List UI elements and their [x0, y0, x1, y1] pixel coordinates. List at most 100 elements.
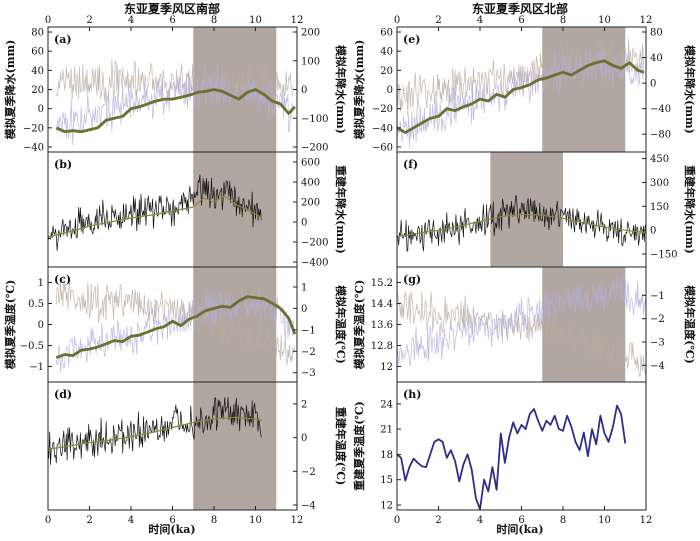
tick-label-left-a-4: 40 [31, 66, 44, 77]
panel-label-c: (c) [54, 273, 71, 286]
tick-label-right-e-3: 40 [650, 53, 663, 64]
x-tick-label-top-0-3: 6 [169, 15, 175, 26]
tick-label-right-g-1: −3 [650, 338, 665, 349]
x-tick-label-bottom-0-0: 0 [45, 515, 51, 526]
series-a-0 [55, 58, 294, 105]
x-tick-label-bottom-0-2: 4 [128, 515, 134, 526]
tick-label-right-a-0: −200 [301, 143, 328, 154]
tick-label-left-h-2: 18 [380, 450, 393, 461]
series-a-1 [55, 64, 294, 146]
x-tick-label-top-1-2: 4 [477, 15, 483, 26]
series-b-0 [47, 174, 262, 252]
series-c-2 [55, 295, 297, 360]
tick-label-right-c-0: −3 [301, 368, 316, 379]
x-tick-label-top-0-4: 8 [211, 15, 217, 26]
y-axis-label-right-d: 重建年温度(℃) [334, 407, 348, 486]
tick-label-left-c-0: −1 [29, 362, 44, 373]
y-axis-label-right-b: 重建年降水(mm) [334, 165, 348, 254]
tick-label-left-h-3: 21 [380, 425, 393, 436]
tick-label-right-a-1: −100 [301, 114, 328, 125]
x-tick-label-bottom-1-5: 10 [598, 515, 611, 526]
tick-label-right-c-1: −2 [301, 347, 316, 358]
tick-label-right-e-0: −80 [650, 130, 671, 141]
x-tick-label-bottom-1-4: 8 [560, 515, 566, 526]
series-f-1 [396, 213, 647, 238]
y-axis-label-right-c: 模拟年温度(℃) [334, 285, 348, 364]
shaded-interval-g [542, 267, 626, 382]
x-tick-label-bottom-1-1: 2 [435, 515, 441, 526]
tick-label-right-f-3: 300 [650, 178, 669, 189]
tick-label-right-e-1: −40 [650, 104, 671, 115]
tick-label-right-e-2: 0 [650, 79, 656, 90]
x-tick-label-bottom-0-6: 12 [291, 515, 304, 526]
x-tick-label-top-1-6: 12 [640, 15, 653, 26]
tick-label-right-b-4: 400 [301, 178, 320, 189]
x-tick-label-bottom-1-0: 0 [394, 515, 400, 526]
x-tick-label-bottom-1-2: 4 [477, 515, 483, 526]
tick-label-right-d-3: 2 [301, 399, 307, 410]
series-b-1 [47, 195, 263, 238]
tick-label-left-e-6: 60 [380, 28, 393, 39]
tick-label-right-b-5: 600 [301, 158, 320, 169]
y-axis-label-left-g: 模拟夏季温度(℃) [352, 280, 366, 370]
tick-label-right-e-4: 80 [650, 28, 663, 39]
x-tick-label-bottom-0-4: 8 [211, 515, 217, 526]
series-g-0 [396, 289, 647, 377]
x-tick-label-top-0-1: 2 [86, 15, 92, 26]
tick-label-right-c-2: −1 [301, 325, 316, 336]
tick-label-left-c-2: 0 [38, 320, 44, 331]
tick-label-left-e-3: 0 [387, 85, 393, 96]
left-x-axis-label: 时间(ka) [148, 522, 195, 536]
x-tick-label-bottom-0-3: 6 [169, 515, 175, 526]
left-column-title: 东亚夏季风区南部 [124, 1, 220, 16]
tick-label-left-e-4: 20 [380, 66, 393, 77]
tick-label-left-a-0: −40 [23, 143, 44, 154]
tick-label-right-b-2: 0 [301, 218, 307, 229]
tick-label-left-h-0: 12 [380, 501, 393, 512]
tick-label-right-b-1: −200 [301, 238, 328, 249]
x-tick-label-bottom-1-3: 6 [518, 515, 524, 526]
series-layer [47, 33, 647, 511]
tick-label-left-g-1: 12.8 [371, 341, 393, 352]
y-axis-label-left-a: 模拟夏季降水(mm) [3, 40, 17, 140]
y-axis-label-right-f: 重建年降水(mm) [683, 165, 697, 254]
y-axis-label-right-a: 模拟年降水(mm) [334, 45, 348, 134]
tick-label-right-d-0: −4 [301, 501, 316, 512]
x-tick-label-bottom-0-5: 10 [249, 515, 262, 526]
tick-label-left-g-4: 15.2 [371, 278, 393, 289]
panel-label-e: (e) [403, 33, 420, 46]
tick-label-right-a-2: 0 [301, 85, 307, 96]
panel-frame-h [396, 381, 647, 511]
series-d-0 [47, 397, 262, 465]
tick-label-right-f-2: 150 [650, 202, 669, 213]
panel-label-b: (b) [54, 158, 72, 171]
tick-label-right-f-0: −150 [650, 250, 677, 261]
tick-label-left-g-3: 14.4 [371, 299, 393, 310]
shaded-interval-e [542, 27, 626, 152]
right-x-axis-label: 时间(ka) [496, 522, 543, 536]
series-h-0 [396, 404, 627, 511]
panel-label-g: (g) [403, 273, 421, 286]
tick-label-left-h-4: 24 [380, 399, 393, 410]
series-e-2 [396, 59, 645, 134]
x-tick-label-top-1-4: 8 [560, 15, 566, 26]
tick-label-left-c-3: 0.5 [28, 299, 44, 310]
tick-label-left-e-0: −60 [372, 143, 393, 154]
x-tick-label-top-1-0: 0 [394, 15, 400, 26]
y-axis-label-left-e: 模拟夏季降水(mm) [352, 40, 366, 140]
tick-label-left-e-2: −20 [372, 104, 393, 115]
tick-label-left-a-1: −20 [23, 123, 44, 134]
tick-label-left-a-5: 60 [31, 47, 44, 58]
tick-label-left-a-2: 0 [38, 104, 44, 115]
tick-label-right-b-0: −400 [301, 258, 328, 269]
tick-label-left-a-6: 80 [31, 28, 44, 39]
axes-layer: (a)−40−20020406080模拟夏季降水(mm)−200−1000100… [3, 15, 697, 526]
tick-label-right-d-2: 0 [301, 433, 307, 444]
panel-label-a: (a) [54, 33, 72, 46]
y-axis-label-left-h: 重建夏季温度(℃) [352, 401, 366, 491]
tick-label-right-a-3: 100 [301, 56, 320, 67]
tick-label-right-a-4: 200 [301, 28, 320, 39]
tick-label-right-b-3: 200 [301, 198, 320, 209]
tick-label-left-a-3: 20 [31, 85, 44, 96]
